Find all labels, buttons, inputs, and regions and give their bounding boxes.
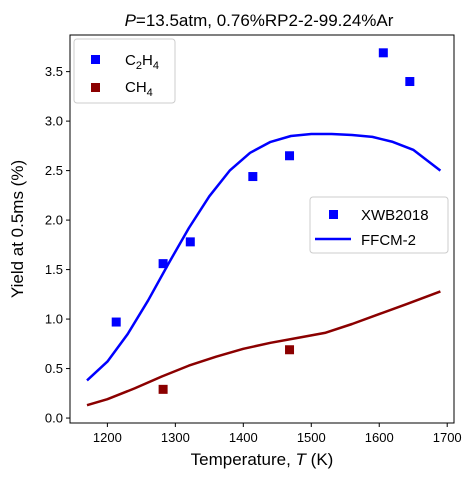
x-tick-label: 1400	[229, 430, 258, 445]
y-tick-label: 1.0	[45, 312, 63, 327]
legend-species: C2H4 CH4	[73, 38, 176, 104]
y-tick-label: 2.0	[45, 213, 63, 228]
y-tick-label: 2.5	[45, 163, 63, 178]
c2h4-data-point	[405, 77, 415, 87]
x-tick-label: 1200	[93, 430, 122, 445]
ch4-model-line	[86, 290, 441, 407]
legend-ffcm2-label: FFCM-2	[361, 232, 416, 249]
c2h4-model-line	[86, 132, 442, 382]
y-tick-label: 3.5	[45, 64, 63, 79]
c2h4-data-point	[248, 172, 258, 182]
x-tick-label: 1700	[433, 430, 462, 445]
chart-title: P=13.5atm, 0.76%RP2-2-99.24%Ar	[125, 11, 394, 30]
legend-c2h4-label: C2H4	[125, 52, 159, 72]
title-condition-text: =13.5atm, 0.76%RP2-2-99.24%Ar	[136, 11, 394, 30]
plot-area	[86, 48, 442, 407]
x-axis-label-unit: (K)	[306, 450, 333, 469]
x-axis-label-var: T	[296, 450, 308, 469]
c2h4-data-point	[285, 151, 295, 161]
y-tick-label: 3.0	[45, 114, 63, 129]
legend-ch4-marker	[91, 83, 100, 92]
plot-frame	[69, 34, 455, 424]
y-tick-label: 1.5	[45, 262, 63, 277]
x-tick-label: 1300	[161, 430, 190, 445]
y-axis-label: Yield at 0.5ms (%)	[8, 160, 27, 298]
c2h4-data-point	[185, 237, 195, 247]
legend-c2h4-marker	[91, 55, 100, 64]
legend-type: XWB2018 FFCM-2	[309, 196, 449, 254]
ch4-data-point	[285, 345, 295, 355]
legend-xwb2018-marker	[329, 210, 338, 219]
y-tick-label: 0.5	[45, 361, 63, 376]
title-pressure-var: P	[125, 11, 137, 30]
x-axis-label: Temperature, T (K)	[191, 450, 334, 469]
c2h4-data-point	[111, 317, 121, 327]
x-tick-label: 1500	[297, 430, 326, 445]
c2h4-data-point	[378, 48, 388, 58]
y-axis-ticks: 0.0 0.5 1.0 1.5 2.0 2.5 3.0 3.5	[45, 64, 70, 426]
x-axis-label-text: Temperature,	[191, 450, 296, 469]
y-tick-label: 0.0	[45, 411, 63, 426]
legend-xwb2018-label: XWB2018	[361, 207, 429, 224]
ch4-data-point	[158, 384, 168, 394]
x-tick-label: 1600	[365, 430, 394, 445]
x-axis-ticks: 1200 1300 1400 1500 1600 1700	[93, 423, 462, 445]
legend-ch4-label: CH4	[125, 79, 153, 99]
c2h4-data-point	[158, 259, 168, 269]
